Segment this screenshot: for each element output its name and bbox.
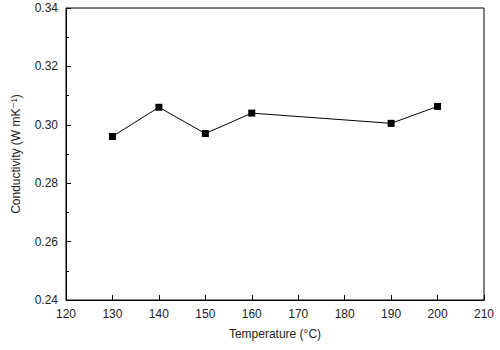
- svg-text:0.28: 0.28: [35, 176, 59, 190]
- svg-text:170: 170: [288, 307, 308, 321]
- svg-text:130: 130: [102, 307, 122, 321]
- svg-text:160: 160: [242, 307, 262, 321]
- svg-text:0.34: 0.34: [35, 1, 59, 15]
- svg-text:Conductivity (W mK⁻¹): Conductivity (W mK⁻¹): [9, 94, 23, 214]
- svg-text:0.26: 0.26: [35, 235, 59, 249]
- svg-text:190: 190: [381, 307, 401, 321]
- svg-text:140: 140: [149, 307, 169, 321]
- svg-text:200: 200: [428, 307, 448, 321]
- svg-text:0.24: 0.24: [35, 293, 59, 307]
- svg-text:0.32: 0.32: [35, 59, 59, 73]
- svg-text:0.30: 0.30: [35, 118, 59, 132]
- svg-text:120: 120: [56, 307, 76, 321]
- svg-text:210: 210: [474, 307, 494, 321]
- svg-text:Temperature (°C): Temperature (°C): [229, 327, 321, 341]
- svg-text:150: 150: [195, 307, 215, 321]
- svg-text:180: 180: [335, 307, 355, 321]
